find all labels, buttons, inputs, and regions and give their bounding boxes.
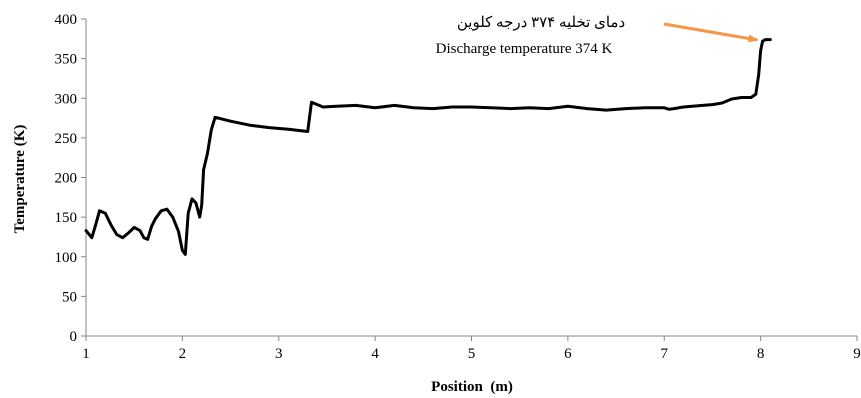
x-tick-label: 3 — [275, 346, 283, 362]
y-tick-label: 150 — [55, 210, 78, 226]
y-tick-label: 350 — [55, 52, 78, 68]
y-tick-label: 300 — [55, 91, 78, 107]
x-tick-label: 1 — [82, 346, 90, 362]
axes — [81, 18, 858, 341]
y-tick-label: 250 — [55, 131, 78, 147]
annotation-persian-text: دمای تخلیه ۳۷۴ درجه کلوین — [457, 15, 625, 31]
series-layer — [84, 38, 772, 256]
x-tick-label: 5 — [468, 346, 476, 362]
annotation: دمای تخلیه ۳۷۴ درجه کلوین Discharge temp… — [436, 15, 759, 57]
y-tick-label: 200 — [55, 171, 78, 187]
y-tick-label: 100 — [55, 250, 78, 266]
x-tick-label: 7 — [661, 346, 669, 362]
y-tick-label: 400 — [55, 12, 78, 28]
x-axis-title: Position (m) — [431, 379, 513, 395]
annotation-english-text: Discharge temperature 374 K — [436, 41, 613, 57]
x-tick-label: 8 — [757, 346, 765, 362]
x-tick-label: 2 — [179, 346, 187, 362]
y-tick-label: 0 — [70, 329, 78, 345]
annotation-arrow — [663, 22, 759, 43]
series-line-1 — [84, 38, 772, 256]
x-tick-label: 9 — [853, 346, 861, 362]
x-tick-label: 4 — [371, 346, 379, 362]
x-tick-label: 6 — [564, 346, 572, 362]
y-tick-label: 50 — [62, 289, 77, 305]
y-axis-title: Temperature (K) — [12, 125, 28, 234]
tick-labels: 0 50 100 150 200 250 300 350 400 1 2 3 4 5 6 7 8 9 — [55, 12, 861, 362]
